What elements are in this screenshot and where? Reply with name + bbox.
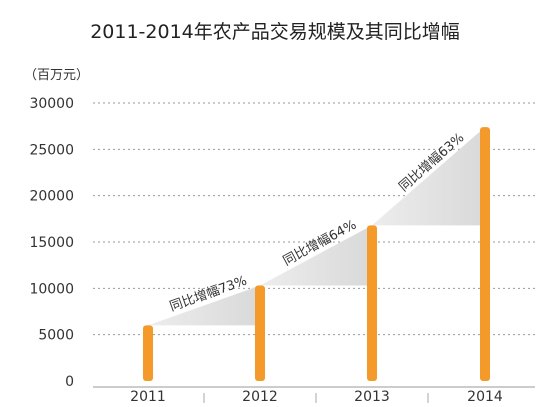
y-tick-label: 15000 bbox=[29, 235, 74, 251]
y-tick-label: 30000 bbox=[29, 96, 74, 112]
x-tick-label: 2013 bbox=[354, 389, 390, 405]
chart-title: 2011-2014年农产品交易规模及其同比增幅 bbox=[90, 21, 460, 43]
x-tick-label: 2014 bbox=[467, 389, 503, 405]
growth-wedge bbox=[148, 285, 260, 326]
growth-wedge bbox=[372, 127, 485, 226]
bar bbox=[255, 285, 265, 381]
unit-label: （百万元） bbox=[24, 68, 89, 83]
growth-wedges bbox=[148, 127, 485, 326]
y-tick-label: 20000 bbox=[29, 189, 74, 205]
y-tick-label: 0 bbox=[65, 374, 74, 390]
y-tick-label: 5000 bbox=[38, 328, 74, 344]
y-axis: 0 5000 10000 15000 20000 25000 30000 bbox=[29, 96, 74, 390]
grid bbox=[93, 102, 535, 336]
bar bbox=[480, 127, 490, 382]
bar bbox=[143, 325, 153, 381]
x-axis: 2011 2012 2013 2014 bbox=[93, 386, 535, 405]
y-tick-label: 25000 bbox=[29, 142, 74, 158]
growth-wedge bbox=[260, 225, 372, 286]
bar bbox=[367, 225, 377, 381]
x-tick-label: 2011 bbox=[130, 389, 166, 405]
y-tick-label: 10000 bbox=[29, 281, 74, 297]
bars bbox=[143, 127, 490, 382]
x-tick-label: 2012 bbox=[242, 389, 278, 405]
